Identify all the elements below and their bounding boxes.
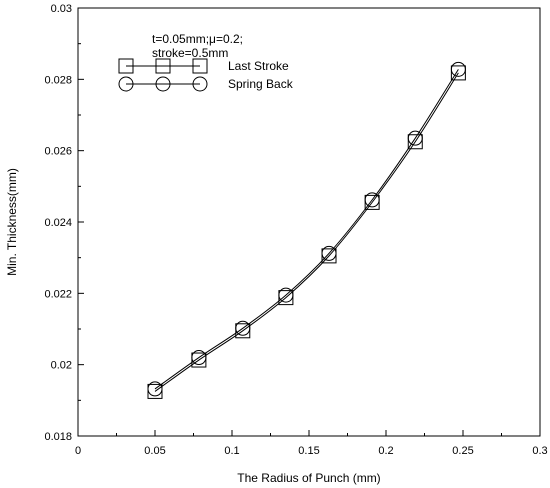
y-tick-label: 0.028 xyxy=(44,74,72,86)
legend: t=0.05mm;μ=0.2; stroke=0.5mm Last Stroke… xyxy=(118,32,294,92)
legend-label-last-stroke: Last Stroke xyxy=(228,59,289,73)
circle-marker xyxy=(364,192,380,208)
legend-square-marker xyxy=(118,58,134,74)
y-tick-label: 0.022 xyxy=(44,288,72,300)
circle-marker xyxy=(450,61,466,77)
x-tick-label: 0 xyxy=(75,445,81,457)
legend-marks xyxy=(118,58,208,92)
legend-square-marker xyxy=(192,58,208,74)
x-tick-label: 0.2 xyxy=(378,445,393,457)
circle-marker xyxy=(191,350,207,366)
y-tick-label: 0.02 xyxy=(51,360,72,372)
square-marker xyxy=(407,134,423,150)
y-tick-label: 0.018 xyxy=(44,431,72,443)
legend-circle-marker xyxy=(118,76,134,92)
series-line-spring-back xyxy=(154,69,459,390)
plot-frame xyxy=(77,7,541,437)
annotation-line-2: stroke=0.5mm xyxy=(152,46,228,60)
x-tick-label: 0.3 xyxy=(532,445,547,457)
x-tick-label: 0.1 xyxy=(224,445,239,457)
x-tick-label: 0.25 xyxy=(452,445,473,457)
circle-marker xyxy=(147,381,163,397)
annotation-line-1: t=0.05mm;μ=0.2; xyxy=(152,32,243,46)
legend-label-spring-back: Spring Back xyxy=(228,77,294,91)
legend-circle-marker xyxy=(192,76,208,92)
circle-marker xyxy=(407,130,423,146)
series-layer xyxy=(147,61,466,399)
series-line-last-stroke xyxy=(154,72,459,392)
y-axis-title: Min. Thickness(mm) xyxy=(5,168,19,276)
square-marker xyxy=(450,65,466,81)
x-axis-title: The Radius of Punch (mm) xyxy=(237,471,380,485)
x-tick-label: 0.05 xyxy=(144,445,165,457)
circle-marker xyxy=(321,245,337,261)
circle-marker xyxy=(278,287,294,303)
y-tick-label: 0.024 xyxy=(44,217,72,229)
legend-circle-marker xyxy=(155,76,171,92)
circle-marker xyxy=(235,320,251,336)
legend-square-marker xyxy=(155,58,171,74)
y-tick-label: 0.03 xyxy=(51,3,72,15)
y-axis-ticks: 0.018 0.02 0.022 0.024 0.026 0.028 0.03 xyxy=(44,3,84,443)
x-axis-ticks: 0 0.05 0.1 0.15 0.2 0.25 0.3 xyxy=(75,430,548,457)
x-tick-label: 0.15 xyxy=(298,445,319,457)
y-tick-label: 0.026 xyxy=(44,146,72,158)
